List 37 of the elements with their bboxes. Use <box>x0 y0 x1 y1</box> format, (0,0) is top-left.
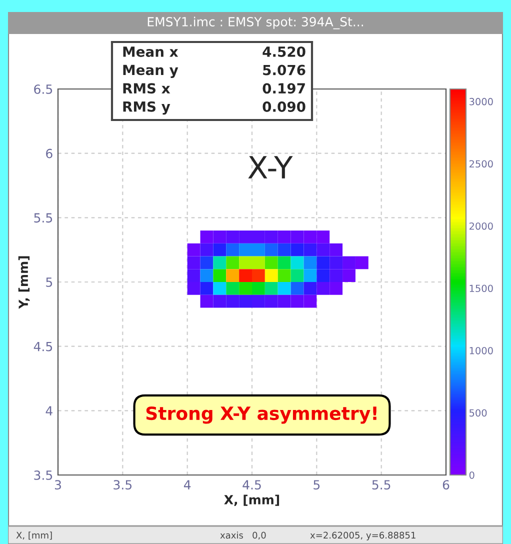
x-tick-label: 5 <box>314 480 320 490</box>
text: X, [mm] <box>16 532 52 540</box>
color-bar-label: 2000 <box>469 222 493 230</box>
text: 4.520 <box>262 46 306 57</box>
annotation: 0.197 <box>262 83 305 94</box>
y-tick-label: 6 <box>46 148 52 158</box>
x-tick-label: 5.5 <box>372 480 390 490</box>
x-tick-label: 4 <box>184 480 191 490</box>
color-bar-label: 0 <box>469 471 474 479</box>
y-tick-label: 5 <box>46 278 52 287</box>
text: Mean y <box>123 64 178 78</box>
x-tick-label: 3 <box>54 480 61 490</box>
annotation: RMS x <box>123 83 170 94</box>
x-tick-label: 6 <box>442 480 450 490</box>
y-tick-label: 4.5 <box>34 342 52 352</box>
y-tick-label: 5.5 <box>34 213 52 223</box>
annotation: 0.090 <box>262 101 306 112</box>
y-axis-title: Y, [mm] <box>18 256 30 309</box>
y-tick-label: 6.5 <box>34 84 52 94</box>
color-bar-label: 2500 <box>469 160 493 168</box>
annotation: X-Y <box>248 156 293 178</box>
text: Mean x <box>123 46 178 57</box>
y-tick-label: 4 <box>46 406 52 416</box>
x-tick-label: 4.5 <box>242 480 261 490</box>
x-tick-label: 3.5 <box>114 480 132 490</box>
annotation: RMS y <box>123 101 170 115</box>
color-bar-label: 1000 <box>470 346 493 354</box>
x-axis-title: X, [mm] <box>224 494 280 506</box>
color-bar-label: 1500 <box>470 284 493 292</box>
text: x=2.62005, y=6.88851 <box>310 532 416 540</box>
color-bar-label: 3000 <box>470 98 493 106</box>
annotation: Strong X-Y asymmetry! <box>146 406 376 424</box>
text: 5.076 <box>263 64 306 76</box>
text: xaxis 0,0 <box>220 532 266 540</box>
color-bar-label: 500 <box>470 409 487 417</box>
y-tick-label: 3.5 <box>34 470 52 480</box>
chart-title: EMSY1.imc : EMSY spot: 394A_St... <box>148 16 363 30</box>
